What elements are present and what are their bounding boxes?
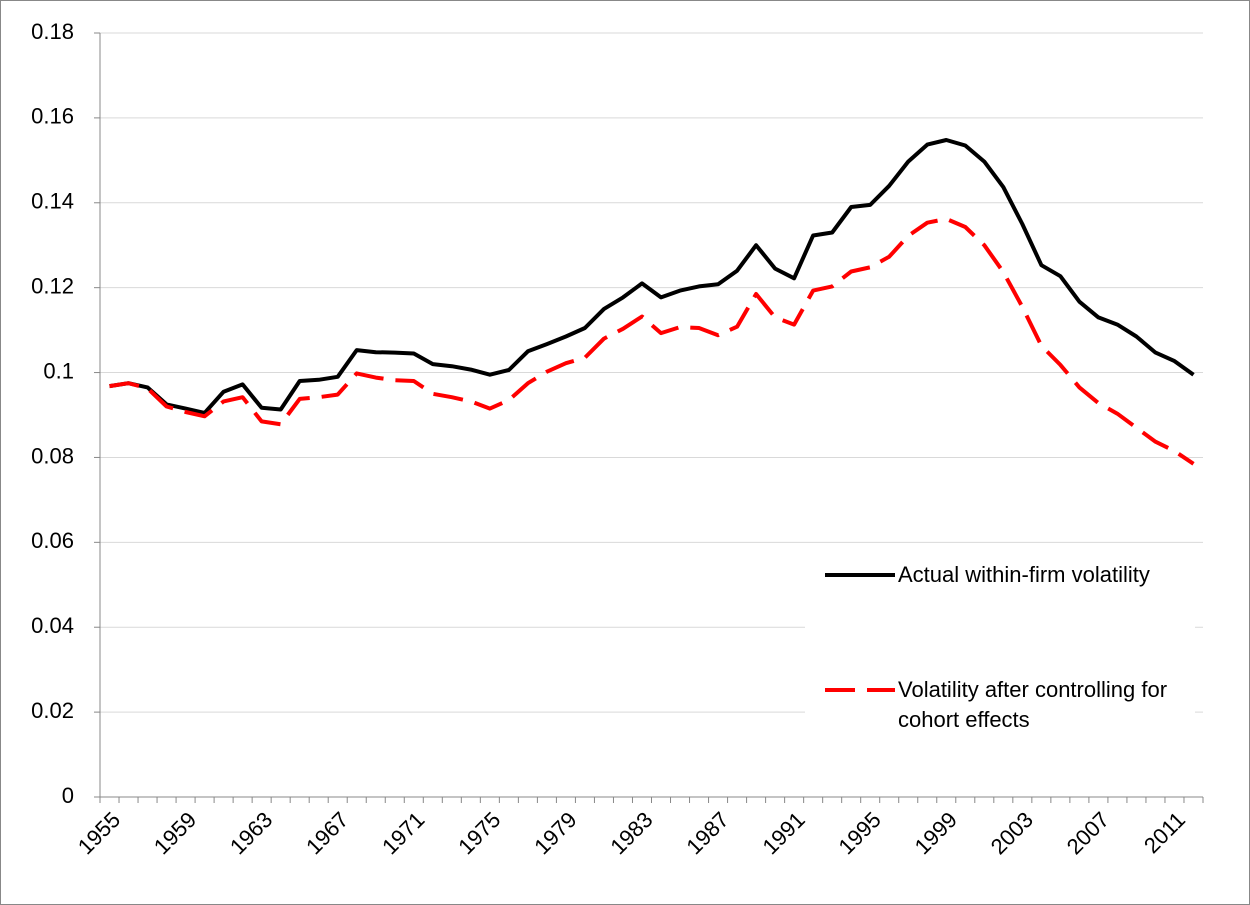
y-tick-label: 0.16 bbox=[31, 104, 74, 129]
y-tick-label: 0.06 bbox=[31, 528, 74, 553]
legend-label: Volatility after controlling for cohort … bbox=[898, 677, 1168, 732]
y-tick-label: 0 bbox=[62, 783, 74, 808]
y-tick-label: 0.12 bbox=[31, 273, 74, 298]
y-tick-label: 0.18 bbox=[31, 19, 74, 44]
series-line bbox=[109, 216, 1195, 466]
y-tick-label: 0.04 bbox=[31, 613, 74, 638]
legend-box bbox=[805, 555, 1195, 790]
series-line bbox=[109, 138, 1195, 415]
y-tick-label: 0.08 bbox=[31, 443, 74, 468]
legend-label: Actual within-firm volatility bbox=[898, 562, 1150, 587]
y-tick-label: 0.14 bbox=[31, 189, 74, 214]
y-tick-label: 0.1 bbox=[43, 358, 74, 383]
y-tick-label: 0.02 bbox=[31, 698, 74, 723]
